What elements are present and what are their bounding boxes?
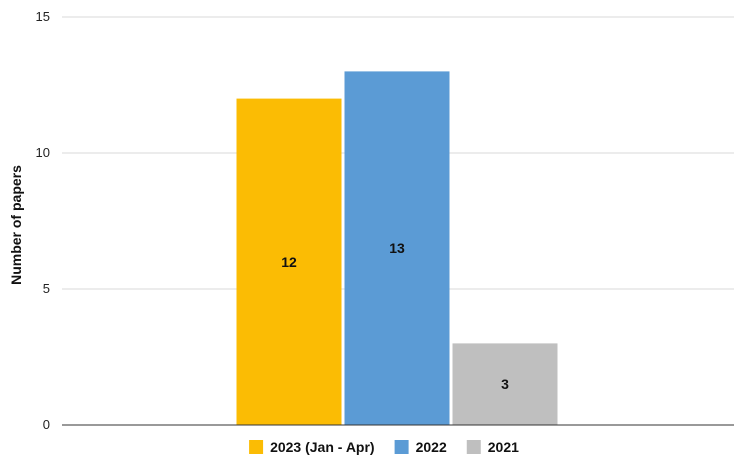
legend-label: 2023 (Jan - Apr) — [270, 439, 375, 455]
bar-value-label: 12 — [281, 254, 297, 270]
legend-item: 2022 — [394, 439, 447, 455]
legend: 2023 (Jan - Apr) 2022 2021 — [249, 439, 519, 455]
legend-swatch — [394, 440, 409, 454]
legend-item: 2021 — [466, 439, 519, 455]
bars: 12 13 3 — [236, 71, 558, 426]
legend-label: 2021 — [488, 439, 519, 455]
y-axis-title: Number of papers — [8, 165, 24, 285]
y-tick-label: 0 — [43, 417, 50, 432]
bar-2 — [344, 71, 450, 426]
bar-3 — [452, 343, 558, 425]
legend-item: 2023 (Jan - Apr) — [249, 439, 375, 455]
bar-value-label: 13 — [389, 240, 405, 256]
y-tick-label: 15 — [36, 9, 50, 24]
legend-swatch — [249, 440, 264, 454]
y-tick-label: 5 — [43, 281, 50, 296]
legend-label: 2022 — [416, 439, 447, 455]
bar-value-label: 3 — [501, 376, 509, 392]
legend-swatch — [466, 440, 481, 454]
bar-1 — [236, 98, 342, 425]
y-tick-label: 10 — [36, 145, 50, 160]
y-axis-ticks: 0 5 10 15 — [36, 9, 50, 432]
